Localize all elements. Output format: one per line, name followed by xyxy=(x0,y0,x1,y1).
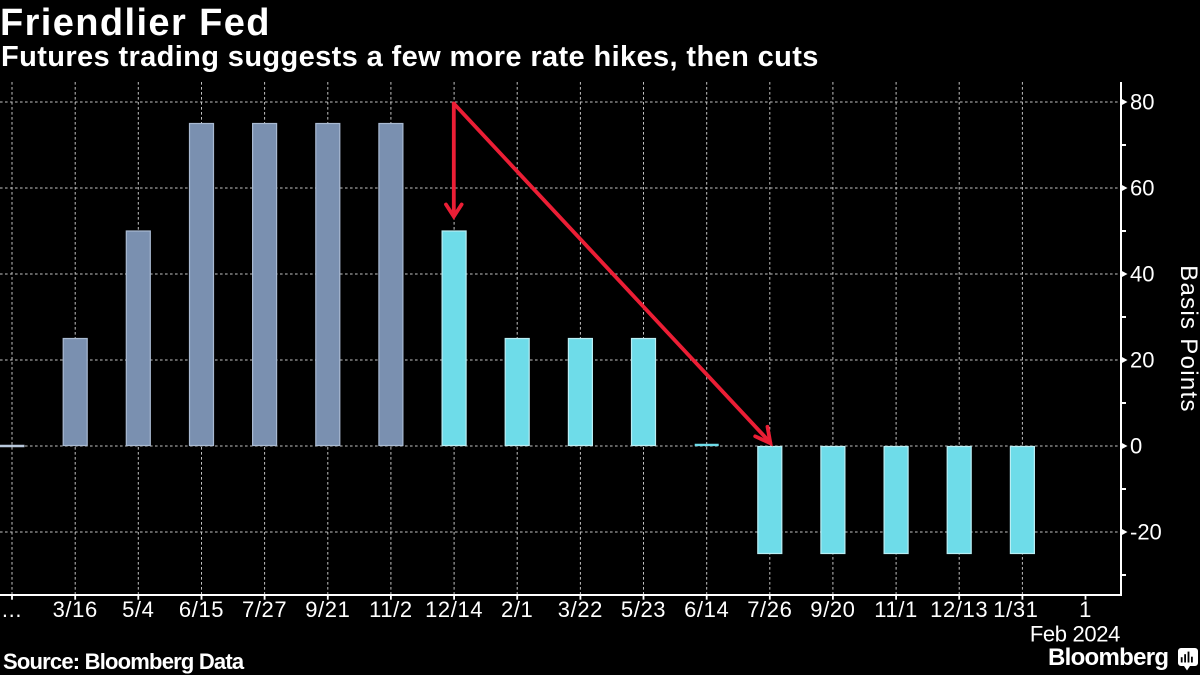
svg-text:12/13: 12/13 xyxy=(930,597,988,622)
svg-text:9/20: 9/20 xyxy=(810,597,855,622)
svg-text:5/23: 5/23 xyxy=(621,597,666,622)
svg-text:5/4: 5/4 xyxy=(122,597,154,622)
svg-text:9/21: 9/21 xyxy=(305,597,350,622)
svg-text:20: 20 xyxy=(1130,348,1154,373)
svg-text:Basis Points: Basis Points xyxy=(1175,265,1200,413)
svg-text:7/27: 7/27 xyxy=(242,597,287,622)
svg-text:2/1: 2/1 xyxy=(501,597,533,622)
svg-text:7/26: 7/26 xyxy=(747,597,792,622)
svg-text:-20: -20 xyxy=(1130,520,1162,545)
svg-text:60: 60 xyxy=(1130,176,1154,201)
svg-text:40: 40 xyxy=(1130,262,1154,287)
svg-text:0: 0 xyxy=(1130,434,1142,459)
svg-text:1: 1 xyxy=(1079,597,1092,622)
svg-text:6/14: 6/14 xyxy=(684,597,729,622)
svg-text:Feb 2024: Feb 2024 xyxy=(1030,622,1120,647)
svg-text:1/31: 1/31 xyxy=(993,597,1038,622)
svg-text:3/16: 3/16 xyxy=(53,597,98,622)
svg-text:11/1: 11/1 xyxy=(874,597,918,622)
svg-text:80: 80 xyxy=(1130,90,1154,115)
svg-text:...: ... xyxy=(2,597,22,622)
svg-text:3/22: 3/22 xyxy=(558,597,603,622)
svg-text:12/14: 12/14 xyxy=(425,597,483,622)
svg-text:11/2: 11/2 xyxy=(369,597,413,622)
svg-text:6/15: 6/15 xyxy=(179,597,224,622)
